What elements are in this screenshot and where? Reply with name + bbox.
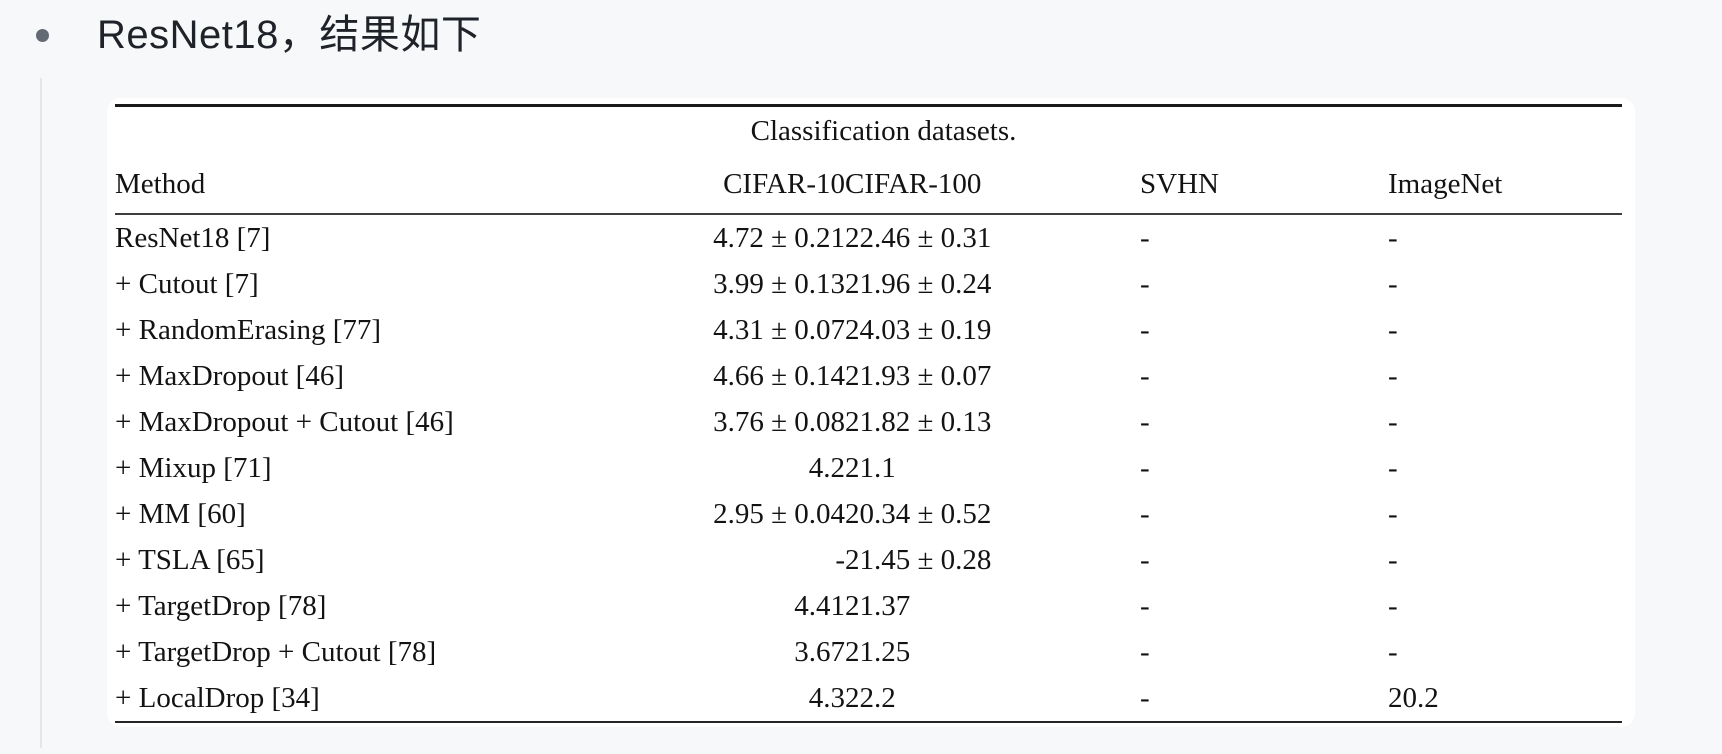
cell-cifar100: 21.45 ± 0.28 — [845, 543, 992, 576]
table-caption-row: Classification datasets. — [115, 104, 1622, 155]
cell-method: + MaxDropout + Cutout [46] — [115, 405, 454, 438]
cell-cifar10: 4.66 ± 0.14 — [713, 359, 845, 392]
cell-cifar10: - — [835, 543, 845, 576]
table-image-block[interactable]: Classification datasets. Method CIFAR-10… — [107, 98, 1635, 727]
caption-spacer — [1388, 104, 1622, 155]
cell-imagenet: - — [1388, 451, 1398, 484]
cell-cifar100: 21.1 — [845, 451, 896, 484]
cell-cifar10: 4.41 — [794, 589, 845, 622]
cell-method: ResNet18 [7] — [115, 221, 271, 254]
cell-cifar10: 3.99 ± 0.13 — [713, 267, 845, 300]
cell-svhn: - — [1140, 543, 1150, 576]
cell-svhn: - — [1140, 405, 1150, 438]
cell-method: + Mixup [71] — [115, 451, 272, 484]
cell-cifar100: 20.34 ± 0.52 — [845, 497, 992, 530]
table-row: + TargetDrop [78] 4.41 21.37 - - — [115, 583, 1622, 629]
table-row: + Mixup [71] 4.2 21.1 - - — [115, 445, 1622, 491]
caption-spacer — [1140, 104, 1388, 155]
table-caption: Classification datasets. — [655, 104, 1140, 155]
cell-imagenet: - — [1388, 359, 1398, 392]
cell-svhn: - — [1140, 675, 1388, 723]
column-header-cifar100: CIFAR-100 — [845, 155, 1140, 215]
table-row: + MaxDropout + Cutout [46] 3.76 ± 0.08 2… — [115, 399, 1622, 445]
bullet-icon — [36, 29, 49, 42]
table-row: ResNet18 [7] 4.72 ± 0.21 22.46 ± 0.31 - … — [115, 214, 1622, 261]
cell-svhn: - — [1140, 313, 1150, 346]
cell-imagenet: - — [1388, 497, 1398, 530]
cell-cifar10: 2.95 ± 0.04 — [713, 497, 845, 530]
cell-method: + RandomErasing [77] — [115, 313, 382, 346]
table-row: + TSLA [65] - 21.45 ± 0.28 - - — [115, 537, 1622, 583]
table-row: + RandomErasing [77] 4.31 ± 0.07 24.03 ±… — [115, 307, 1622, 353]
cell-method: + LocalDrop [34] — [115, 675, 655, 723]
cell-imagenet: - — [1388, 221, 1398, 254]
cell-cifar100: 21.82 ± 0.13 — [845, 405, 992, 438]
cell-cifar10: 4.2 — [808, 451, 845, 484]
cell-svhn: - — [1140, 359, 1150, 392]
cell-cifar10: 4.3 — [655, 675, 845, 723]
cell-svhn: - — [1140, 267, 1150, 300]
cell-cifar10: 3.67 — [794, 635, 845, 668]
cell-imagenet: - — [1388, 635, 1398, 668]
column-header-cifar10: CIFAR-10 — [655, 155, 845, 215]
indent-guide — [40, 78, 42, 748]
cell-svhn: - — [1140, 635, 1150, 668]
cell-cifar100: 21.25 — [845, 635, 911, 668]
cell-svhn: - — [1140, 451, 1150, 484]
cell-svhn: - — [1140, 589, 1150, 622]
table-row: + LocalDrop [34] 4.3 22.2 - 20.2 — [115, 675, 1622, 723]
cell-cifar100: 24.03 ± 0.19 — [845, 313, 992, 346]
cell-cifar10: 3.76 ± 0.08 — [713, 405, 845, 438]
cell-imagenet: - — [1388, 313, 1398, 346]
table-row: + Cutout [7] 3.99 ± 0.13 21.96 ± 0.24 - … — [115, 261, 1622, 307]
column-header-imagenet: ImageNet — [1388, 155, 1622, 215]
cell-method: + MM [60] — [115, 497, 246, 530]
cell-cifar100: 22.46 ± 0.31 — [845, 221, 992, 254]
cell-method: + Cutout [7] — [115, 267, 259, 300]
column-header-method: Method — [115, 155, 655, 215]
cell-cifar100: 22.2 — [845, 675, 1140, 723]
cell-cifar100: 21.96 ± 0.24 — [845, 267, 992, 300]
list-item-text[interactable]: ResNet18，结果如下 — [97, 13, 482, 57]
cell-imagenet: - — [1388, 543, 1398, 576]
table-row: + MaxDropout [46] 4.66 ± 0.14 21.93 ± 0.… — [115, 353, 1622, 399]
cell-method: + TargetDrop [78] — [115, 589, 327, 622]
cell-imagenet: - — [1388, 589, 1398, 622]
column-header-svhn: SVHN — [1140, 155, 1388, 215]
cell-imagenet: 20.2 — [1388, 675, 1622, 723]
table-header-row: Method CIFAR-10 CIFAR-100 SVHN ImageNet — [115, 155, 1622, 215]
cell-method: + TargetDrop + Cutout [78] — [115, 635, 437, 668]
cell-cifar10: 4.72 ± 0.21 — [713, 221, 845, 254]
cell-imagenet: - — [1388, 267, 1398, 300]
table-row: + MM [60] 2.95 ± 0.04 20.34 ± 0.52 - - — [115, 491, 1622, 537]
cell-cifar100: 21.93 ± 0.07 — [845, 359, 992, 392]
results-table: Classification datasets. Method CIFAR-10… — [115, 104, 1622, 723]
cell-method: + TSLA [65] — [115, 543, 265, 576]
table-row: + TargetDrop + Cutout [78] 3.67 21.25 - … — [115, 629, 1622, 675]
cell-svhn: - — [1140, 497, 1150, 530]
cell-cifar10: 4.31 ± 0.07 — [713, 313, 845, 346]
cell-cifar100: 21.37 — [845, 589, 911, 622]
caption-spacer — [115, 104, 655, 155]
cell-imagenet: - — [1388, 405, 1398, 438]
cell-method: + MaxDropout [46] — [115, 359, 344, 392]
cell-svhn: - — [1140, 221, 1150, 254]
